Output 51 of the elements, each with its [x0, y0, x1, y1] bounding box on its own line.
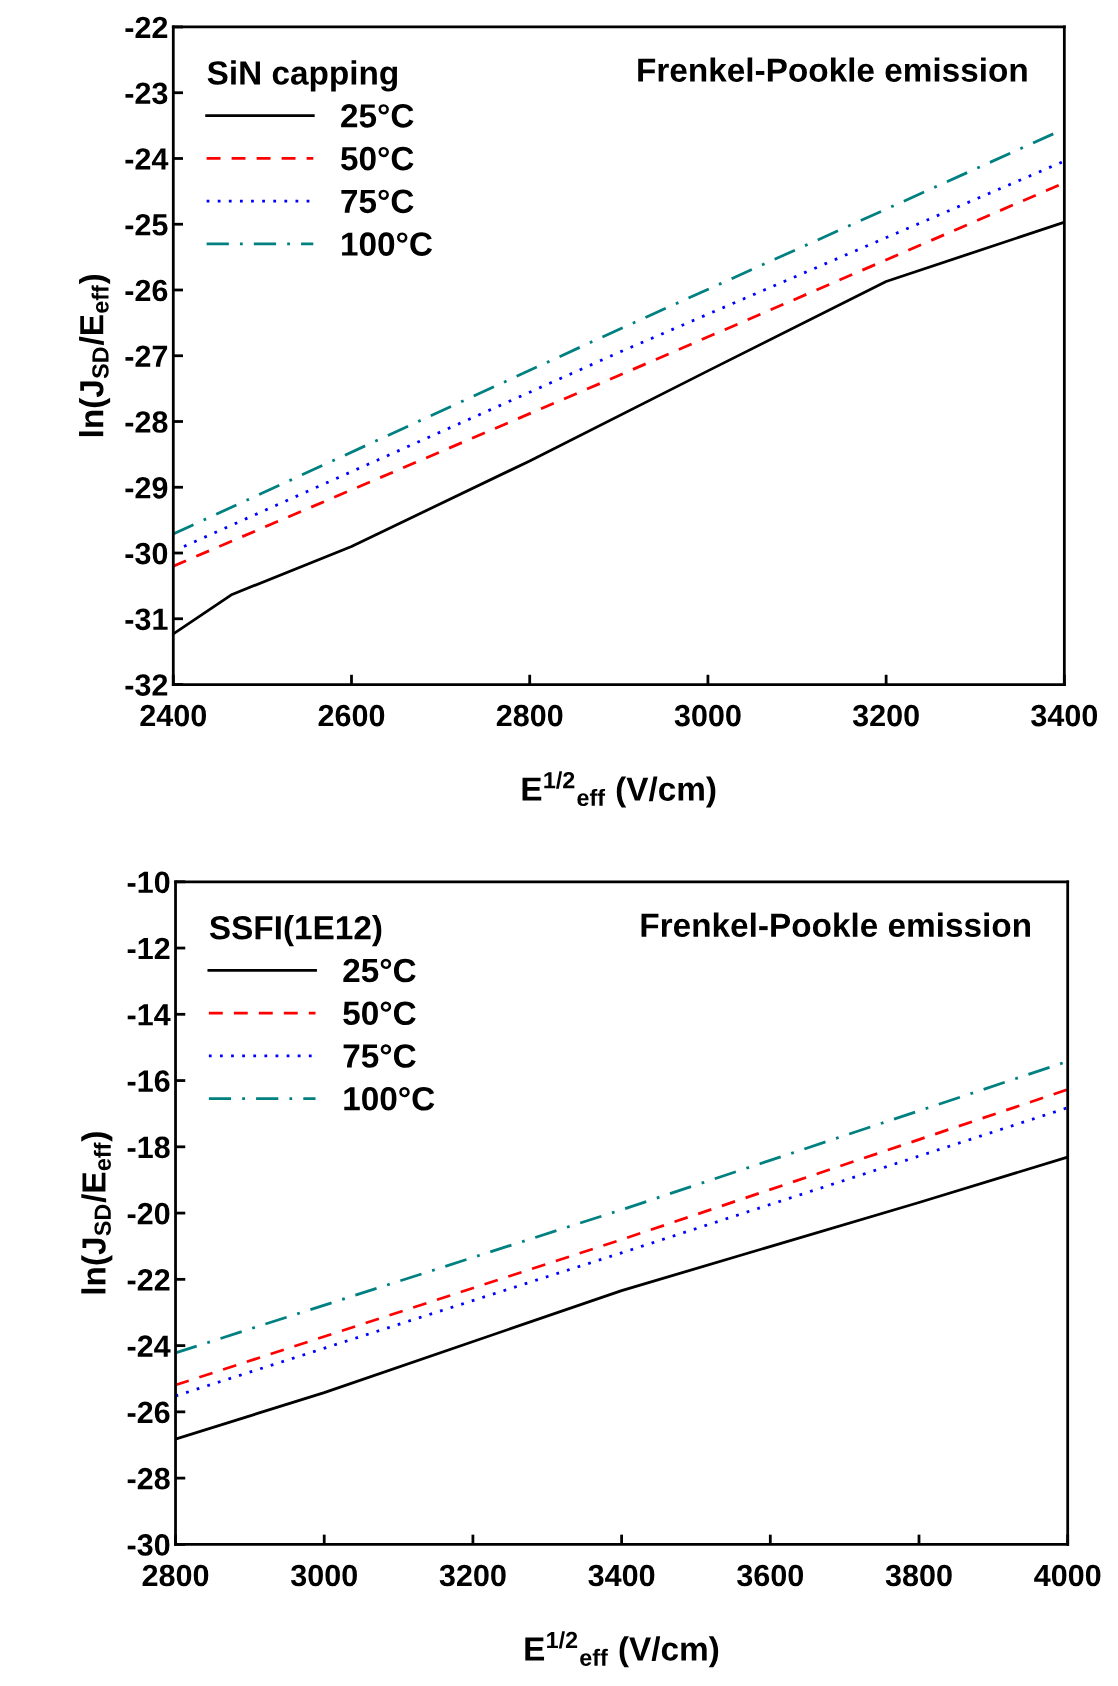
- y-tick-label: -26: [125, 279, 168, 302]
- x-tick-label: 3400: [588, 1564, 655, 1587]
- y-axis-title: ln(J$_{SD}$/E$_{eff}$): [79, 274, 111, 437]
- legend-label: 75°C: [343, 1044, 416, 1068]
- y-tick-label: -28: [127, 1467, 170, 1490]
- legend-label: 50°C: [343, 1001, 416, 1026]
- legend-title: SiN capping: [207, 60, 397, 92]
- y-tick-label: -29: [125, 476, 168, 499]
- y-tick-label: -24: [127, 1335, 171, 1357]
- y-axis-title: ln(J$_{SD}$/E$_{eff}$): [81, 1132, 113, 1294]
- x-tick-label: 3000: [290, 1564, 357, 1587]
- legend-title: SSFI(1E12): [209, 915, 382, 947]
- x-tick-label: 2800: [142, 1564, 209, 1587]
- x-tick-label: 3800: [885, 1564, 952, 1587]
- x-tick-label: 3000: [674, 704, 741, 727]
- y-tick-label: -30: [127, 1534, 170, 1556]
- y-tick-label: -10: [127, 871, 170, 894]
- y-tick-label: -25: [125, 213, 168, 236]
- annotation: Frenkel-Pookle emission: [638, 57, 1027, 82]
- y-tick-label: -12: [127, 937, 170, 960]
- x-tick-label: 2600: [318, 704, 385, 727]
- y-tick-label: -22: [127, 1269, 170, 1291]
- y-tick-label: -30: [125, 542, 168, 565]
- y-tick-label: -14: [127, 1004, 171, 1026]
- legend-label: 100°C: [344, 1086, 435, 1111]
- y-tick-label: -16: [127, 1070, 170, 1092]
- x-tick-label: 3200: [439, 1564, 506, 1587]
- x-tick-label: 3600: [737, 1564, 804, 1587]
- y-tick-label: -22: [125, 16, 168, 39]
- y-tick-label: -18: [127, 1136, 170, 1159]
- legend-label: 25°C: [343, 958, 416, 983]
- legend-label: 50°C: [340, 146, 414, 171]
- x-tick-label: 2400: [140, 704, 207, 727]
- x-axis-title: E$^{1/2}$$_{eff}$ (V/cm): [525, 1631, 719, 1668]
- legend-label: 100°C: [342, 232, 433, 256]
- x-tick-label: 2800: [496, 704, 563, 727]
- x-axis-title: E$^{1/2}$$_{eff}$ (V/cm): [522, 771, 716, 808]
- y-tick-label: -28: [125, 411, 168, 433]
- y-tick-label: -20: [127, 1202, 170, 1225]
- y-tick-label: -23: [125, 82, 168, 105]
- legend-label: 25°C: [341, 104, 414, 128]
- y-tick-label: -31: [125, 608, 168, 631]
- annotation: Frenkel-Pookle emission: [641, 912, 1030, 938]
- x-tick-label: 3200: [852, 704, 919, 727]
- y-tick-label: -27: [125, 345, 168, 367]
- x-tick-label: 3400: [1031, 704, 1098, 727]
- legend-label: 75°C: [341, 189, 414, 214]
- y-tick-label: -32: [125, 674, 168, 696]
- y-tick-label: -24: [125, 148, 169, 170]
- x-tick-label: 4000: [1034, 1564, 1101, 1587]
- y-tick-label: -26: [127, 1401, 170, 1424]
